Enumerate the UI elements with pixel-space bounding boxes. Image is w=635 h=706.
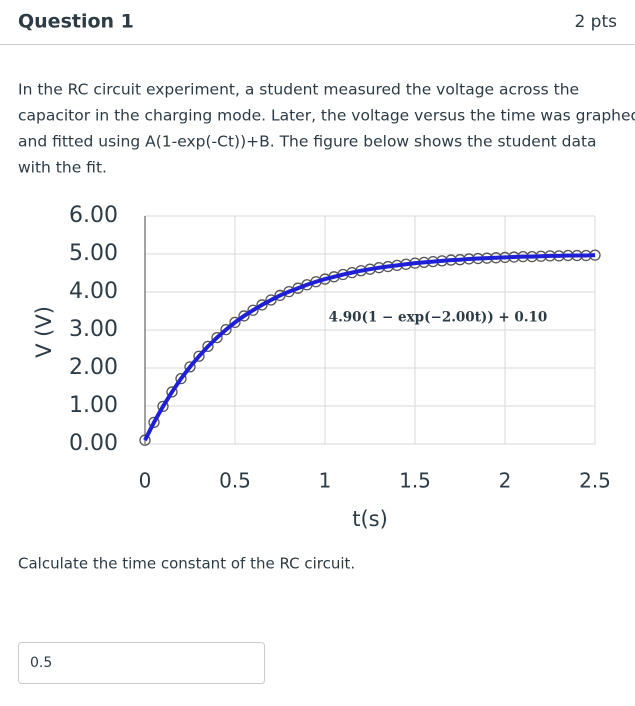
question-text: In the RC circuit experiment, a student … xyxy=(18,81,635,177)
y-tick-label: 5.00 xyxy=(69,241,118,266)
annotation: 4.90(1 − exp(−2.00t)) + 0.10 xyxy=(329,310,548,326)
data-point xyxy=(193,350,205,362)
y-tick-label: 6.00 xyxy=(69,203,118,228)
question-line: In the RC circuit experiment, a student … xyxy=(18,81,579,99)
data-point xyxy=(148,416,160,428)
answer-input[interactable] xyxy=(18,642,265,684)
x-tick-label: 2 xyxy=(499,469,512,493)
chart: 0.00 1.00 2.00 3.00 4.00 5.00 6.00 0 0.5 1 1.5 2 2.5… xyxy=(32,203,611,531)
x-axis-label: t(s) xyxy=(352,507,388,531)
data-point xyxy=(247,304,259,316)
y-tick-label: 1.00 xyxy=(69,393,118,418)
data-point xyxy=(211,331,223,344)
x-tick-label: 1 xyxy=(319,469,332,493)
data-point xyxy=(184,361,196,373)
data-point xyxy=(139,434,151,446)
y-tick-label: 3.00 xyxy=(69,317,118,342)
question-line: capacitor in the charging mode. Later, t… xyxy=(18,107,635,125)
y-tick-label: 0.00 xyxy=(69,431,118,456)
header-bar xyxy=(0,0,635,44)
data-point xyxy=(229,316,241,329)
data-point xyxy=(166,386,178,398)
question-line: and fitted using A(1-exp(-Ct))+B. The fi… xyxy=(18,133,597,151)
data-point xyxy=(238,310,250,322)
fit-line xyxy=(143,253,596,442)
data-point xyxy=(265,294,277,306)
question-line: with the fit. xyxy=(18,159,107,177)
data-point xyxy=(157,400,169,413)
x-tick-label: 2.5 xyxy=(579,469,611,493)
data-point xyxy=(202,340,214,352)
x-tick-label: 0.5 xyxy=(219,469,251,493)
question-points: 2 pts xyxy=(574,12,617,32)
y-tick-label: 4.00 xyxy=(69,279,118,304)
question-title: Question 1 xyxy=(18,11,134,33)
data-point xyxy=(256,299,268,311)
x-tick-label: 1.5 xyxy=(399,469,431,493)
data-point xyxy=(175,372,187,385)
prompt: Calculate the time constant of the RC ci… xyxy=(18,555,355,573)
y-tick-label: 2.00 xyxy=(69,355,118,380)
answer-value: 0.5 xyxy=(30,655,52,671)
x-tick-label: 0 xyxy=(139,469,152,493)
y-axis-label: V (V) xyxy=(32,306,56,358)
data-point xyxy=(220,323,232,336)
